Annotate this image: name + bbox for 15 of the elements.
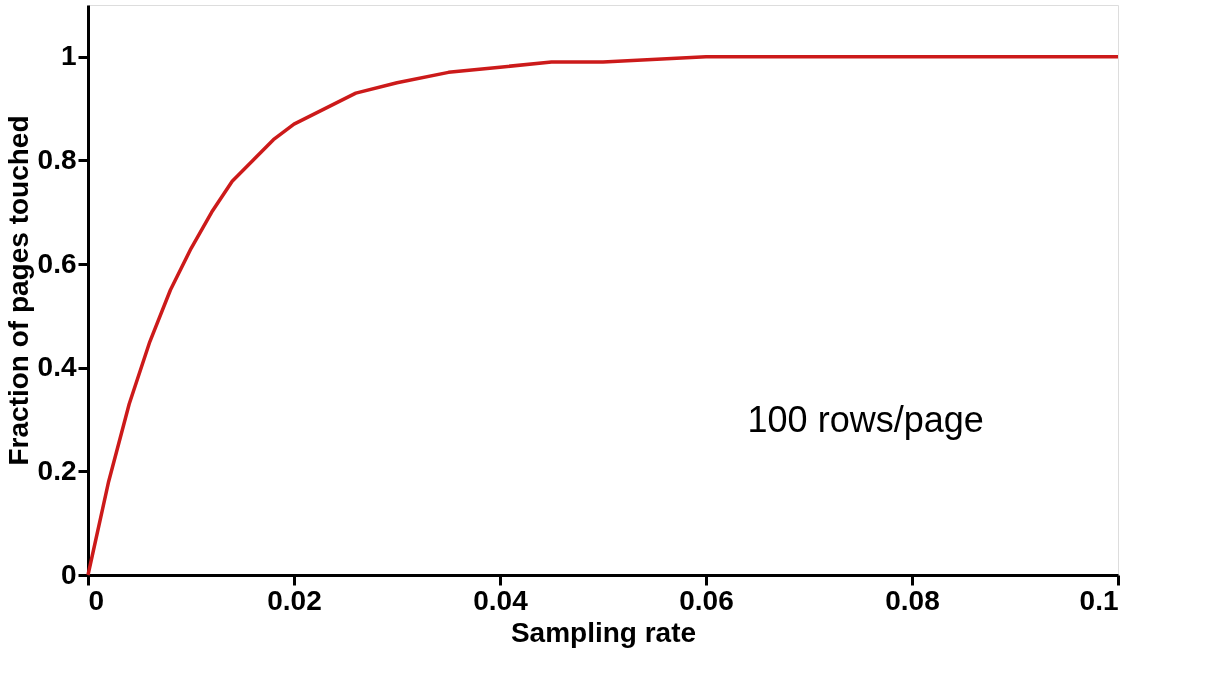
x-tick-label: 0.04 xyxy=(473,584,529,616)
y-tick-label: 0.6 xyxy=(37,247,77,279)
x-tick-label: 0.08 xyxy=(885,584,940,616)
y-axis-title: Fraction of pages touched xyxy=(2,115,34,466)
x-tick-label: 0.06 xyxy=(679,584,734,616)
annotation: 100 rows/page xyxy=(747,399,984,441)
x-axis-title: Sampling rate xyxy=(510,616,697,648)
y-tick-label: 0.4 xyxy=(37,351,77,383)
x-tick-label: 0.1 xyxy=(1079,584,1119,616)
y-tick-label: 1 xyxy=(60,40,77,72)
x-tick-label: 0.02 xyxy=(267,584,322,616)
y-tick-label: 0.8 xyxy=(37,143,77,175)
y-tick-label: 0.2 xyxy=(37,454,77,486)
x-tick-label: 0 xyxy=(88,584,105,616)
y-tick-label: 0 xyxy=(60,558,77,590)
